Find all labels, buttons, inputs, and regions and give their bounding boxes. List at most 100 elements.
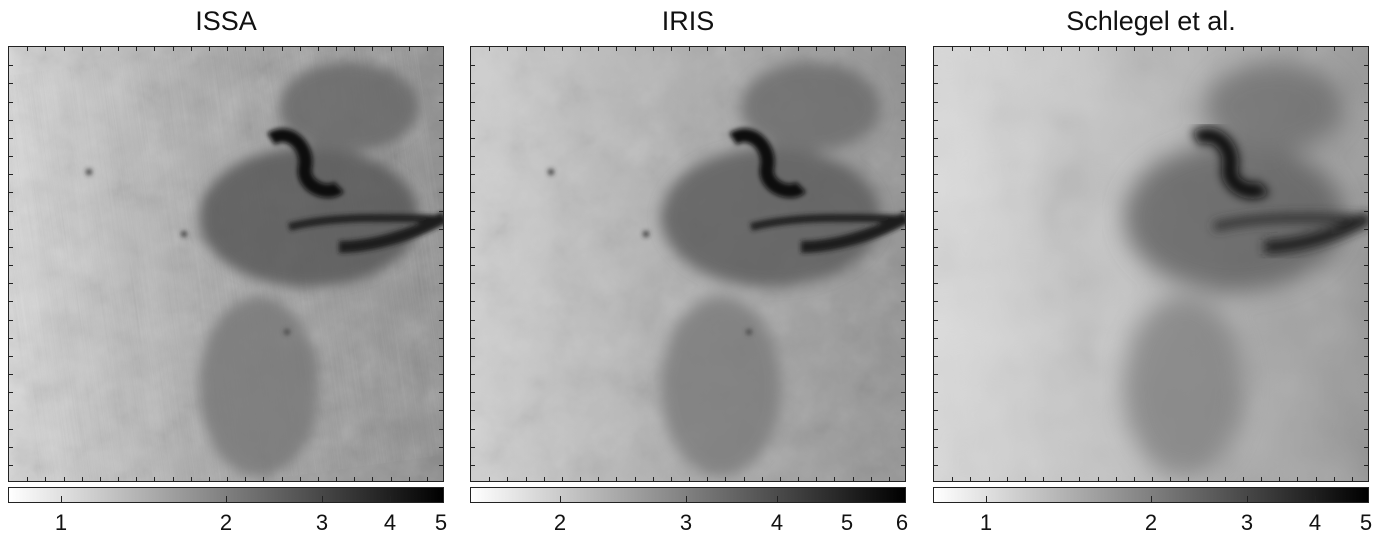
frame-tick <box>408 477 410 481</box>
frame-tick <box>471 65 475 67</box>
frame-tick <box>901 301 905 303</box>
frame-tick <box>439 319 443 321</box>
frame-tick <box>471 119 475 121</box>
frame-tick <box>901 83 905 85</box>
frame-tick <box>1364 137 1368 139</box>
frame-tick <box>372 477 374 481</box>
frame-tick <box>725 47 727 51</box>
frame-tick <box>1364 192 1368 194</box>
frame-tick <box>471 210 475 212</box>
frame-tick <box>901 119 905 121</box>
panel-issa: ISSA <box>8 0 448 536</box>
frame-tick <box>63 47 65 51</box>
frame-tick <box>1188 477 1190 481</box>
frame-tick <box>834 477 836 481</box>
frame-tick <box>9 337 13 339</box>
frame-tick <box>136 47 138 51</box>
frame-tick <box>1351 477 1353 481</box>
frame-tick <box>471 228 475 230</box>
frame-tick <box>439 228 443 230</box>
frame-tick <box>1364 428 1368 430</box>
frame-tick <box>816 477 818 481</box>
frame-tick <box>1364 464 1368 466</box>
frame-tick <box>9 355 13 357</box>
frame-tick <box>99 47 101 51</box>
frame-tick <box>934 156 938 157</box>
frame-tick <box>154 47 156 51</box>
frame-tick <box>743 47 745 51</box>
frame-tick <box>507 477 509 481</box>
frame-tick <box>172 477 174 481</box>
frame-tick <box>1364 65 1368 67</box>
colorbar-tick-label: 3 <box>1240 510 1254 535</box>
frame-tick <box>901 265 905 266</box>
frame-tick <box>471 156 475 157</box>
frame-tick <box>1097 47 1099 51</box>
frame-tick <box>1364 228 1368 230</box>
frame-tick <box>1364 210 1368 212</box>
frame-tick <box>390 47 392 51</box>
frame-tick <box>1364 265 1368 266</box>
frame-tick <box>439 101 443 103</box>
frame-tick <box>707 47 709 51</box>
frame-tick <box>901 192 905 194</box>
colorbar-tick-label: 3 <box>315 510 329 535</box>
frame-tick <box>9 174 13 176</box>
frame-tick <box>901 246 905 248</box>
frame-tick <box>471 337 475 339</box>
frame-tick <box>439 83 443 85</box>
frame-tick <box>1364 337 1368 339</box>
frame-tick <box>725 477 727 481</box>
frame-tick <box>988 47 990 51</box>
frame-tick <box>9 192 13 194</box>
frame-tick <box>1242 477 1244 481</box>
frame-tick <box>372 47 374 51</box>
frame-tick <box>934 83 938 85</box>
frame-tick <box>952 477 954 481</box>
frame-tick <box>471 283 475 285</box>
frame-tick <box>901 374 905 375</box>
colorbar-tick-label: 5 <box>434 510 448 535</box>
frame-tick <box>471 265 475 266</box>
frame-tick <box>934 192 938 194</box>
frame-tick <box>9 156 13 157</box>
frame-tick <box>1351 47 1353 51</box>
frame-tick <box>901 464 905 466</box>
frame-tick <box>901 283 905 285</box>
frame-tick <box>9 119 13 121</box>
frame-tick <box>81 477 83 481</box>
frame-tick <box>934 337 938 339</box>
colorbar-tick <box>847 496 848 503</box>
frame-tick <box>439 410 443 412</box>
frame-tick <box>439 265 443 266</box>
colorbar-tick <box>1151 496 1152 503</box>
frame-tick <box>798 477 799 481</box>
frame-tick <box>9 301 13 303</box>
frame-tick <box>816 47 818 51</box>
frame-tick <box>136 477 138 481</box>
frame-tick <box>1315 47 1317 51</box>
frame-tick <box>471 355 475 357</box>
frame-tick <box>901 65 905 67</box>
frame-tick <box>970 477 972 481</box>
frame-tick <box>281 477 283 481</box>
frame-tick <box>1079 477 1081 481</box>
frame-tick <box>1364 410 1368 412</box>
frame-tick <box>439 174 443 176</box>
frame-tick <box>1364 83 1368 85</box>
frame-tick <box>27 477 29 481</box>
frame-tick <box>934 246 938 248</box>
frame-tick <box>9 410 13 412</box>
frame-tick <box>471 410 475 412</box>
frame-tick <box>9 83 13 85</box>
colorbar-tick-label: 6 <box>895 510 909 535</box>
frame-tick <box>1364 156 1368 157</box>
frame-tick <box>934 301 938 303</box>
frame-tick <box>1364 446 1368 448</box>
frame-tick <box>1279 477 1281 481</box>
frame-tick <box>471 246 475 248</box>
frame-tick <box>543 47 545 51</box>
frame-tick <box>901 137 905 139</box>
frame-tick <box>1364 119 1368 121</box>
frame-tick <box>934 446 938 448</box>
